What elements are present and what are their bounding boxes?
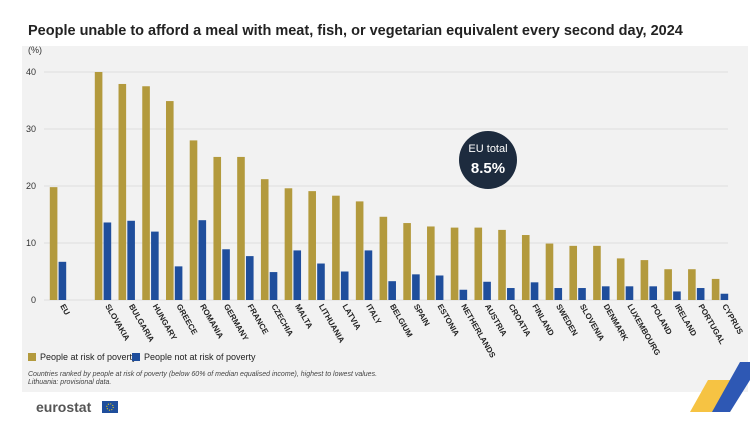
chart-title: People unable to afford a meal with meat… — [28, 23, 683, 39]
legend-label-not-poverty: People not at risk of poverty — [144, 352, 256, 362]
unit-label: (%) — [28, 45, 42, 55]
bar-not-poverty — [222, 249, 230, 300]
legend-label-poverty: People at risk of poverty — [40, 352, 137, 362]
bar-not-poverty — [388, 281, 396, 300]
bar-poverty — [569, 245, 578, 300]
eu-total-value: 8.5% — [471, 160, 505, 177]
bar-poverty — [260, 179, 269, 300]
decor-blue-stripe — [712, 362, 750, 412]
bar-not-poverty — [720, 293, 729, 300]
eu-flag-icon — [102, 401, 118, 413]
bar-poverty — [593, 245, 601, 300]
bar-poverty — [284, 188, 293, 300]
bar-not-poverty — [127, 220, 135, 300]
bar-poverty — [711, 278, 720, 300]
footnote-line-2: Lithuania: provisional data. — [28, 379, 111, 386]
footnote-line-1: Countries ranked by people at risk of po… — [28, 371, 377, 378]
y-tick-label: 0 — [31, 295, 36, 305]
corner-decoration — [690, 362, 750, 412]
bar-poverty — [688, 269, 696, 300]
y-tick-label: 40 — [26, 67, 36, 77]
bar-not-poverty — [269, 272, 278, 300]
bar-not-poverty — [435, 275, 444, 300]
bar-not-poverty — [103, 222, 112, 300]
bar-not-poverty — [340, 271, 349, 300]
bar-not-poverty — [507, 288, 515, 300]
bar-not-poverty — [483, 281, 491, 300]
bar-poverty — [118, 83, 127, 300]
bar-not-poverty — [293, 250, 302, 300]
bar-poverty — [355, 201, 364, 300]
eu-total-bubble: EU total 8.5% — [459, 131, 517, 189]
legend: People at risk of poverty People not at … — [28, 352, 256, 362]
bar-poverty — [49, 187, 58, 300]
bar-poverty — [474, 227, 483, 300]
bar-poverty — [545, 243, 554, 300]
y-tick-label: 20 — [26, 181, 36, 191]
bar-poverty — [189, 140, 198, 300]
bar-not-poverty — [649, 286, 658, 300]
bar-not-poverty — [578, 288, 586, 300]
bar-not-poverty — [174, 266, 183, 300]
bar-not-poverty — [673, 291, 681, 300]
bar-poverty — [237, 156, 245, 300]
bar-poverty — [142, 86, 150, 300]
eurostat-logo: eurostat — [36, 399, 118, 415]
bar-poverty — [94, 72, 103, 300]
bar-poverty — [450, 227, 459, 300]
bar-not-poverty — [625, 286, 634, 300]
bars — [49, 72, 729, 300]
bar-not-poverty — [530, 282, 539, 300]
bar-poverty — [521, 235, 530, 300]
bar-poverty — [379, 216, 388, 300]
bar-poverty — [403, 223, 411, 300]
bar-not-poverty — [364, 250, 373, 300]
bar-poverty — [427, 226, 435, 300]
bar-not-poverty — [554, 288, 563, 300]
bar-poverty — [308, 191, 316, 300]
bar-not-poverty — [58, 261, 67, 300]
bar-poverty — [664, 269, 672, 300]
legend-swatch-poverty — [28, 353, 36, 361]
legend-swatch-not-poverty — [132, 353, 140, 361]
eu-total-circle — [459, 131, 517, 189]
bar-poverty — [640, 260, 649, 300]
bar-not-poverty — [317, 263, 325, 300]
bar-not-poverty — [198, 220, 207, 300]
bar-not-poverty — [696, 288, 705, 300]
bar-not-poverty — [151, 231, 159, 300]
bar-poverty — [616, 258, 625, 300]
bar-not-poverty — [245, 256, 254, 300]
bar-poverty — [213, 156, 222, 300]
bar-poverty — [498, 229, 506, 300]
bar-not-poverty — [459, 289, 468, 300]
y-axis-ticks: 0 10 20 30 40 — [26, 67, 36, 305]
y-tick-label: 30 — [26, 124, 36, 134]
logo-text: eurostat — [36, 399, 92, 415]
bar-not-poverty — [412, 274, 420, 300]
bar-poverty — [165, 101, 174, 300]
bar-not-poverty — [601, 286, 610, 300]
eu-total-label: EU total — [468, 143, 507, 155]
bar-poverty — [332, 195, 340, 300]
y-tick-label: 10 — [26, 238, 36, 248]
